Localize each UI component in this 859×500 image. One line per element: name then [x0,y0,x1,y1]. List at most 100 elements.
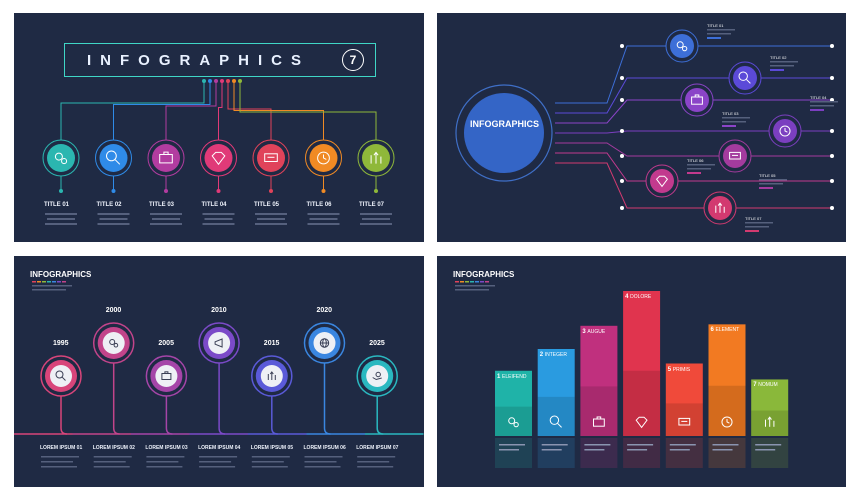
item-ring [680,83,714,117]
item-title: TITLE 03 [149,202,175,208]
item-dot [164,189,168,193]
bar-reflection [580,438,618,468]
item-inner [208,332,231,354]
diamond-icon [211,151,226,166]
briefcase-icon [593,416,605,427]
timeline-label: LOREM IPSUM 02 [92,445,135,451]
placeholder-text-line [627,449,648,451]
placeholder-text-line [307,223,340,225]
connector-line [113,81,211,140]
connector-dot [214,79,218,83]
bar-label: 4 DOLORE [625,294,651,300]
bar [580,325,618,436]
placeholder-text-line [759,183,783,185]
globe-icon [319,338,330,348]
connector-line [555,77,729,114]
placeholder-text-line [202,213,235,215]
connector-line [165,81,217,140]
timeline-stem [323,363,331,435]
placeholder-text-line [199,461,232,463]
connector-line [555,99,681,124]
placeholder-text-line [204,218,233,220]
bar-name: ELEMENT [715,327,740,334]
placeholder-text-line [722,121,746,123]
timeline-year: 2025 [369,340,385,347]
connector-dot [830,76,834,80]
bar-number: 6 [710,327,716,334]
connector-dot [830,179,834,183]
connector-dot [830,154,834,158]
placeholder-text-line [199,456,238,458]
bar-label: 3 AUGUE [582,329,605,335]
placeholder-text-line [45,213,77,215]
placeholder-text-line [455,289,489,291]
placeholder-text-line [41,466,77,468]
accent-dots [722,125,736,127]
connector-dot [830,44,834,48]
item-ring [251,355,293,397]
placeholder-text-line [150,213,182,215]
bar-shade [623,370,661,436]
item-circle [204,144,233,172]
placeholder-text-line [455,285,495,287]
chat-icon [729,151,741,160]
item-ring [356,355,398,397]
placeholder-text-line [93,466,130,468]
bar-reflection [665,438,703,468]
briefcase-icon [691,94,703,105]
bar-label: 5 PRIMIS [668,367,690,373]
item-ring [303,322,346,364]
connector-line [555,152,646,182]
placeholder-text-line [541,444,568,446]
accent-dots [687,172,701,174]
placeholder-text-line [32,289,66,291]
item-inner [155,365,178,387]
connector-dot [620,154,624,158]
gears-icon [54,152,68,165]
placeholder-text-line [304,456,343,458]
item-circle [99,144,128,172]
placeholder-text-line [707,29,735,31]
placeholder-text-line [360,223,392,225]
item-ring [198,322,240,364]
timeline-label: LOREM IPSUM 06 [303,445,346,451]
connector-line [218,81,223,140]
placeholder-text-line [357,461,390,463]
item-title: TITLE 06 [306,202,332,208]
item-dot [321,189,326,193]
search-icon [106,150,121,165]
item-dot [374,189,378,193]
bar-name: INTEGER [544,352,567,358]
item-dot [111,189,116,193]
timeline-stem [112,363,120,435]
bar-number: 4 [625,294,631,300]
clock-icon [317,151,330,165]
bar-reflection [537,438,575,468]
connector-dot [232,79,236,83]
bar-label: 2 INTEGER [540,352,567,358]
item-ring [92,322,135,364]
bar-reflection [751,438,789,468]
accent-line [47,281,51,283]
placeholder-text-line [45,223,77,225]
item-title: TITLE 04 [810,95,827,100]
accent-line [62,281,66,283]
accent-line [470,281,474,283]
bar-label: 6 ELEMENT [711,327,740,333]
placeholder-text-line [99,218,128,220]
connector-dot [226,79,230,83]
connector-dot [620,129,624,133]
placeholder-text-line [722,117,750,119]
placeholder-text-line [712,444,739,446]
hub-ring [455,84,553,182]
panel-4-graphics [455,281,789,468]
item-inner [50,365,72,387]
bar-reflection [623,438,661,468]
item-circle [685,88,709,112]
item-title: TITLE 07 [359,202,385,208]
hub-circle [464,93,544,173]
bar-shade [708,385,746,436]
timeline-stem [376,396,384,435]
timeline-label: LOREM IPSUM 07 [356,445,399,451]
clock-icon [721,416,733,428]
